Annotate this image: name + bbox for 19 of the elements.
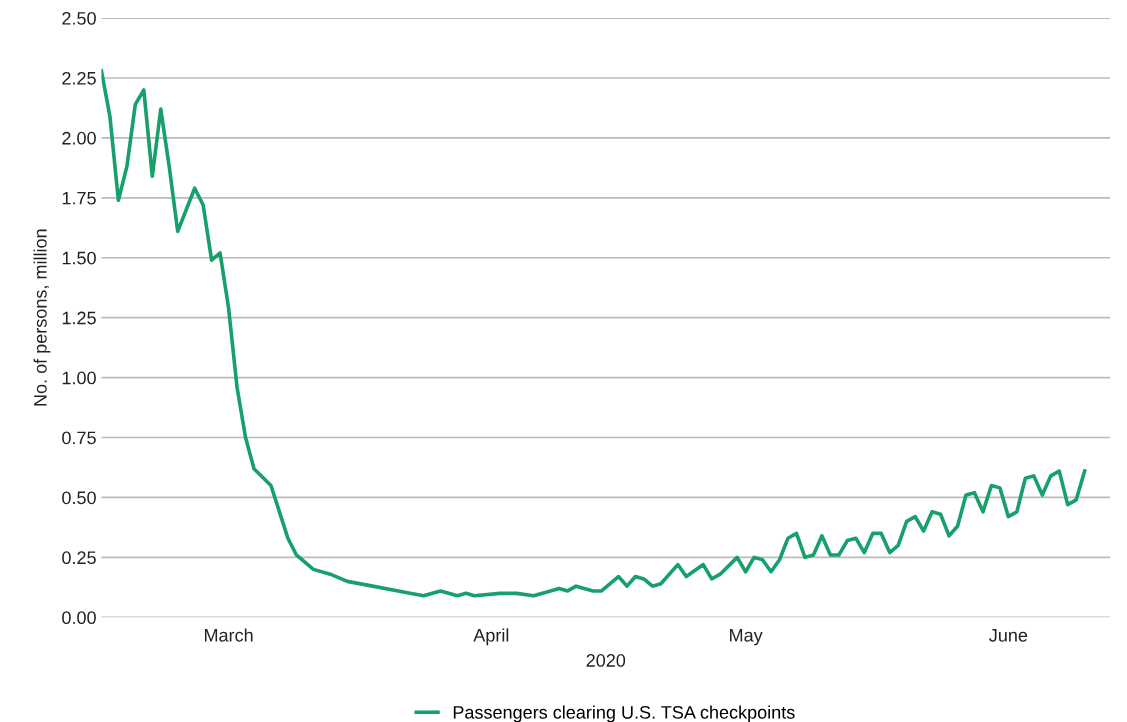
y-tick-label: 2.50: [62, 11, 96, 25]
y-tick-label: 1.50: [62, 251, 96, 265]
y-axis-title: No. of persons, million: [33, 229, 51, 406]
y-tick-label: 2.25: [62, 71, 96, 85]
x-tick-label: April: [473, 628, 509, 646]
y-tick-label: 2.00: [62, 131, 96, 145]
y-tick-label: 1.75: [62, 191, 96, 205]
x-tick-label: June: [989, 629, 1028, 642]
y-tick-label: 1.25: [62, 311, 96, 325]
y-tick-label: 0.75: [62, 431, 96, 445]
legend-label: Passengers clearing U.S. TSA checkpoints: [453, 705, 795, 722]
y-tick-label: 1.00: [62, 371, 96, 385]
line-series: [101, 68, 1087, 598]
y-tick-label: 0.50: [62, 491, 96, 505]
y-tick-label: 0.00: [62, 611, 96, 625]
x-axis-title: 2020: [586, 654, 626, 667]
x-tick-label: May: [730, 629, 763, 646]
y-tick-label: 0.25: [62, 551, 96, 565]
x-tick-label: March: [204, 628, 253, 642]
